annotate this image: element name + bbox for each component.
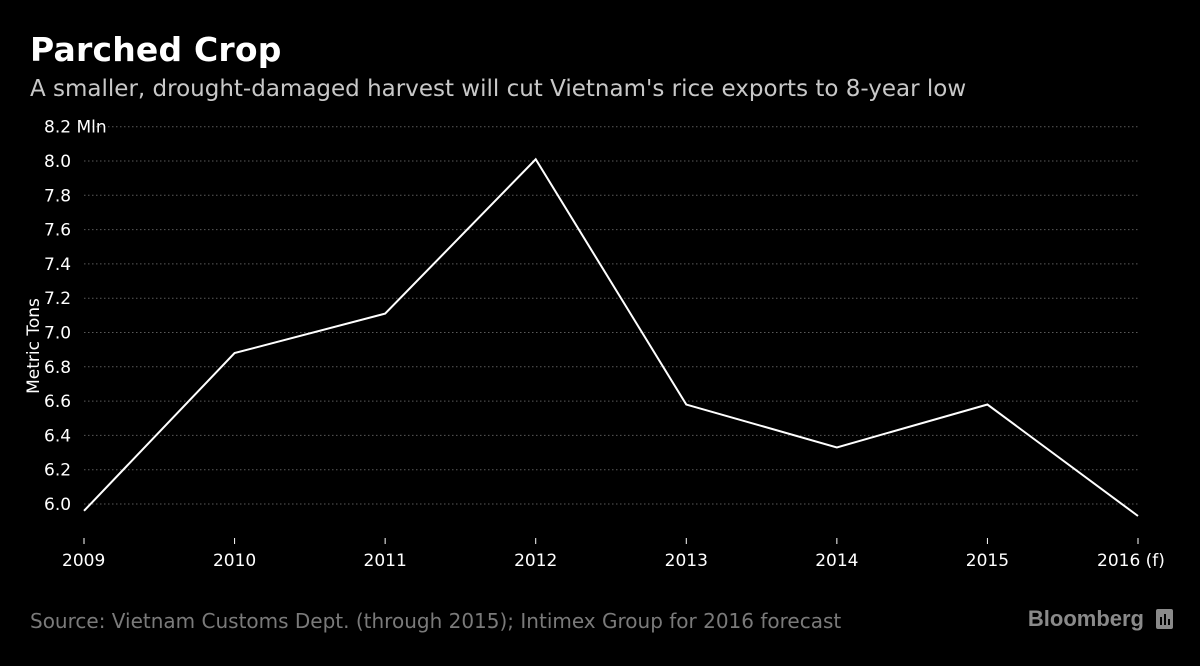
y-tick-label: 6.4 (44, 426, 71, 446)
x-tick-label: 2011 (364, 551, 407, 571)
chart-title: Parched Crop (30, 30, 282, 69)
y-tick-label: 7.4 (44, 255, 71, 275)
x-tick-label: 2010 (213, 551, 256, 571)
y-tick-label: 7.6 (44, 221, 71, 241)
x-tick-label: 2015 (966, 551, 1009, 571)
y-tick-label: 6.8 (44, 358, 71, 378)
y-tick-label: 7.8 (44, 186, 71, 206)
source-note: Source: Vietnam Customs Dept. (through 2… (30, 609, 842, 633)
chart-subtitle: A smaller, drought-damaged harvest will … (30, 76, 967, 102)
bloomberg-logo: Bloomberg (1027, 606, 1144, 631)
y-tick-label: 8.0 (44, 152, 71, 172)
y-tick-label: 7.2 (44, 289, 71, 309)
x-tick-label: 2012 (514, 551, 557, 571)
y-tick-label: 6.2 (44, 461, 71, 481)
y-tick-label: 7.0 (44, 324, 71, 344)
y-tick-label: 8.2 Mln (44, 118, 107, 138)
series-line (83, 157, 1139, 517)
x-tick-label: 2016 (f) (1097, 551, 1165, 571)
x-tick-label: 2009 (62, 551, 105, 571)
y-tick-label: 6.0 (44, 495, 71, 515)
y-tick-label: 6.6 (44, 392, 71, 412)
x-tick-label: 2014 (815, 551, 858, 571)
x-tick-label: 2013 (665, 551, 708, 571)
bloomberg-terminal-icon (1156, 609, 1173, 629)
